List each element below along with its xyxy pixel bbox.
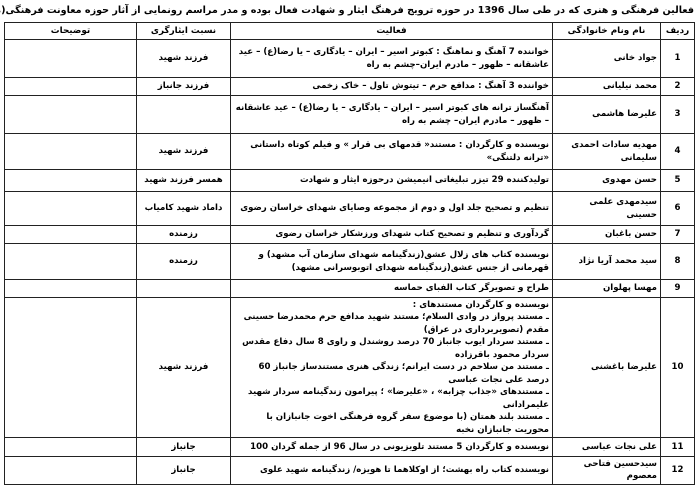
activity-cell: نویسنده کتاب راه بهشت؛ از اوکلاهما تا هو… xyxy=(230,455,553,485)
notes-cell xyxy=(4,297,137,438)
table-row: 2 محمد نیلیانی خواننده 3 آهنگ : مدافع حرم … xyxy=(4,77,695,96)
row-number-cell: 6 xyxy=(660,191,695,226)
notes-cell xyxy=(4,191,137,226)
full-name-cell: علیرضا باغشنی xyxy=(552,297,661,438)
row-number-cell: 9 xyxy=(660,279,695,298)
activity-line: ـ مستند من سلاحم در دست ایرانم؛ زندگی هن… xyxy=(258,362,549,385)
activity-cell: طراح و تصویرگر کتاب الفبای حماسه xyxy=(230,279,553,298)
notes-cell xyxy=(4,243,137,280)
activity-line: ـ مستندهای «جذاب چزابه» ، «علیرضا» ؛ پیر… xyxy=(248,387,549,410)
row-number-cell: 11 xyxy=(660,436,695,457)
notes-cell xyxy=(4,225,137,244)
row-number-cell: 10 xyxy=(660,297,695,438)
table-row: 6 سیدمهدی علمی حسینی تنظیم و تصحیح جلد اول… xyxy=(4,191,695,226)
activity-cell: نویسنده و کارگردان مستندهای : ـ مستند پرو… xyxy=(230,297,553,438)
activity-line: نویسنده و کارگردان مستندهای : xyxy=(412,300,549,310)
column-header: نام ونام خانوادگی xyxy=(552,22,661,40)
relation-cell: جانباز xyxy=(136,455,231,485)
relation-cell: داماد شهید کامیاب xyxy=(136,191,231,226)
activity-cell: تولیدکننده 29 تیزر تبلیغاتی انیمیشن درحو… xyxy=(230,169,553,192)
full-name-cell: سید محمد آریا نژاد xyxy=(552,243,661,280)
relation-cell xyxy=(136,279,231,298)
table-row: 9 مهسا پهلوان طراح و تصویرگر کتاب الفبای ح… xyxy=(4,279,695,298)
notes-cell xyxy=(4,455,137,485)
table-row: 10 علیرضا باغشنی نویسنده و کارگردان مستنده… xyxy=(4,297,695,438)
full-name-cell: سیدحسین فتاحی معصوم xyxy=(552,455,661,485)
full-name-cell: علیرضا هاشمی xyxy=(552,95,661,134)
table-row: 1 جواد خانی خواننده 7 آهنگ و نماهنگ : کبوت… xyxy=(4,39,695,78)
notes-cell xyxy=(4,95,137,134)
column-header: فعالیت xyxy=(230,22,553,40)
notes-cell xyxy=(4,169,137,192)
relation-cell: فرزند شهید xyxy=(136,133,231,170)
activity-cell: نویسنده و کارگردان : مستند« قدمهای بی قر… xyxy=(230,133,553,170)
table-row: 11 علی نجات عباسی نویسنده و کارگردان 5 مست… xyxy=(4,436,695,457)
row-number-cell: 5 xyxy=(660,169,695,192)
row-number-cell: 7 xyxy=(660,225,695,244)
table-head: ردیف نام ونام خانوادگی فعالیت نسبت ایثارگری… xyxy=(4,22,695,40)
activity-cell: نویسنده و کارگردان 5 مستند تلویزیونی در … xyxy=(230,436,553,457)
table-row: 7 حسن باغبان گردآوری و تنظیم و تصحیح کتاب … xyxy=(4,225,695,244)
column-header: نسبت ایثارگری xyxy=(136,22,231,40)
row-number-cell: 4 xyxy=(660,133,695,170)
notes-cell xyxy=(4,436,137,457)
table-row: 12 سیدحسین فتاحی معصوم نویسنده کتاب راه به… xyxy=(4,455,695,485)
notes-cell xyxy=(4,133,137,170)
row-number-cell: 1 xyxy=(660,39,695,78)
row-number-cell: 3 xyxy=(660,95,695,134)
notes-cell xyxy=(4,279,137,298)
activity-cell: خواننده 7 آهنگ و نماهنگ : کبوتر اسیر – ا… xyxy=(230,39,553,78)
relation-cell: رزمنده xyxy=(136,225,231,244)
activity-line: ـ مستند بلند همتان (با موضوع سفر گروه فر… xyxy=(266,412,549,435)
column-header: ردیف xyxy=(660,22,695,40)
activity-cell: تنظیم و تصحیح جلد اول و دوم از مجموعه وص… xyxy=(230,191,553,226)
activity-cell: نویسنده کتاب های زلال عشق(زندگینامه شهدا… xyxy=(230,243,553,280)
full-name-cell: علی نجات عباسی xyxy=(552,436,661,457)
page: Document html, body { margin: 0; padding… xyxy=(0,5,695,485)
full-name-cell: حسن باغبان xyxy=(552,225,661,244)
row-number-cell: 2 xyxy=(660,77,695,96)
notes-cell xyxy=(4,77,137,96)
notes-cell xyxy=(4,39,137,78)
relation-cell xyxy=(136,95,231,134)
activity-line: ـ مستند پرواز در وادی السلام؛ مستند شهید… xyxy=(243,312,549,335)
full-name-cell: محمد نیلیانی xyxy=(552,77,661,96)
full-name-cell: سیدمهدی علمی حسینی xyxy=(552,191,661,226)
activity-line: ـ مستند سردار ایوب جانباز 70 درصد روشندل… xyxy=(242,337,549,360)
activity-cell: خواننده 3 آهنگ : مدافع حرم – تیتوش تاول … xyxy=(230,77,553,96)
relation-cell: فرزند شهید xyxy=(136,297,231,438)
relation-cell: همسر فرزند شهید xyxy=(136,169,231,192)
full-name-cell: جواد خانی xyxy=(552,39,661,78)
table-row: 8 سید محمد آریا نژاد نویسنده کتاب های زلال… xyxy=(4,243,695,280)
relation-cell: فرزند شهید xyxy=(136,39,231,78)
row-number-cell: 12 xyxy=(660,455,695,485)
table-row: 3 علیرضا هاشمی آهنگساز ترانه های کبوتر اسی… xyxy=(4,95,695,134)
full-name-cell: مهسا پهلوان xyxy=(552,279,661,298)
table-row: 5 حسن مهدوی تولیدکننده 29 تیزر تبلیغاتی ان… xyxy=(4,169,695,192)
relation-cell: رزمنده xyxy=(136,243,231,280)
awards-table: ردیف نام ونام خانوادگی فعالیت نسبت ایثارگری… xyxy=(4,22,695,485)
activity-cell: آهنگساز ترانه های کبوتر اسیر – ایران – ی… xyxy=(230,95,553,134)
table-body: 1 جواد خانی خواننده 7 آهنگ و نماهنگ : کبوت… xyxy=(4,39,695,485)
full-name-cell: حسن مهدوی xyxy=(552,169,661,192)
row-number-cell: 8 xyxy=(660,243,695,280)
full-name-cell: مهدیه سادات احمدی سلیمانی xyxy=(552,133,661,170)
table-row: 4 مهدیه سادات احمدی سلیمانی نویسنده و کارگ… xyxy=(4,133,695,170)
activity-cell: گردآوری و تنظیم و تصحیح کتاب شهدای ورزشک… xyxy=(230,225,553,244)
relation-cell: جانباز xyxy=(136,436,231,457)
header-row: ردیف نام ونام خانوادگی فعالیت نسبت ایثارگری… xyxy=(4,22,695,40)
relation-cell: فرزند جانباز xyxy=(136,77,231,96)
document-title: فعالین فرهنگی و هنری که در طی سال 1396 د… xyxy=(0,5,694,16)
column-header: توضیحات xyxy=(4,22,137,40)
document: فعالین فرهنگی و هنری که در طی سال 1396 د… xyxy=(0,5,695,485)
